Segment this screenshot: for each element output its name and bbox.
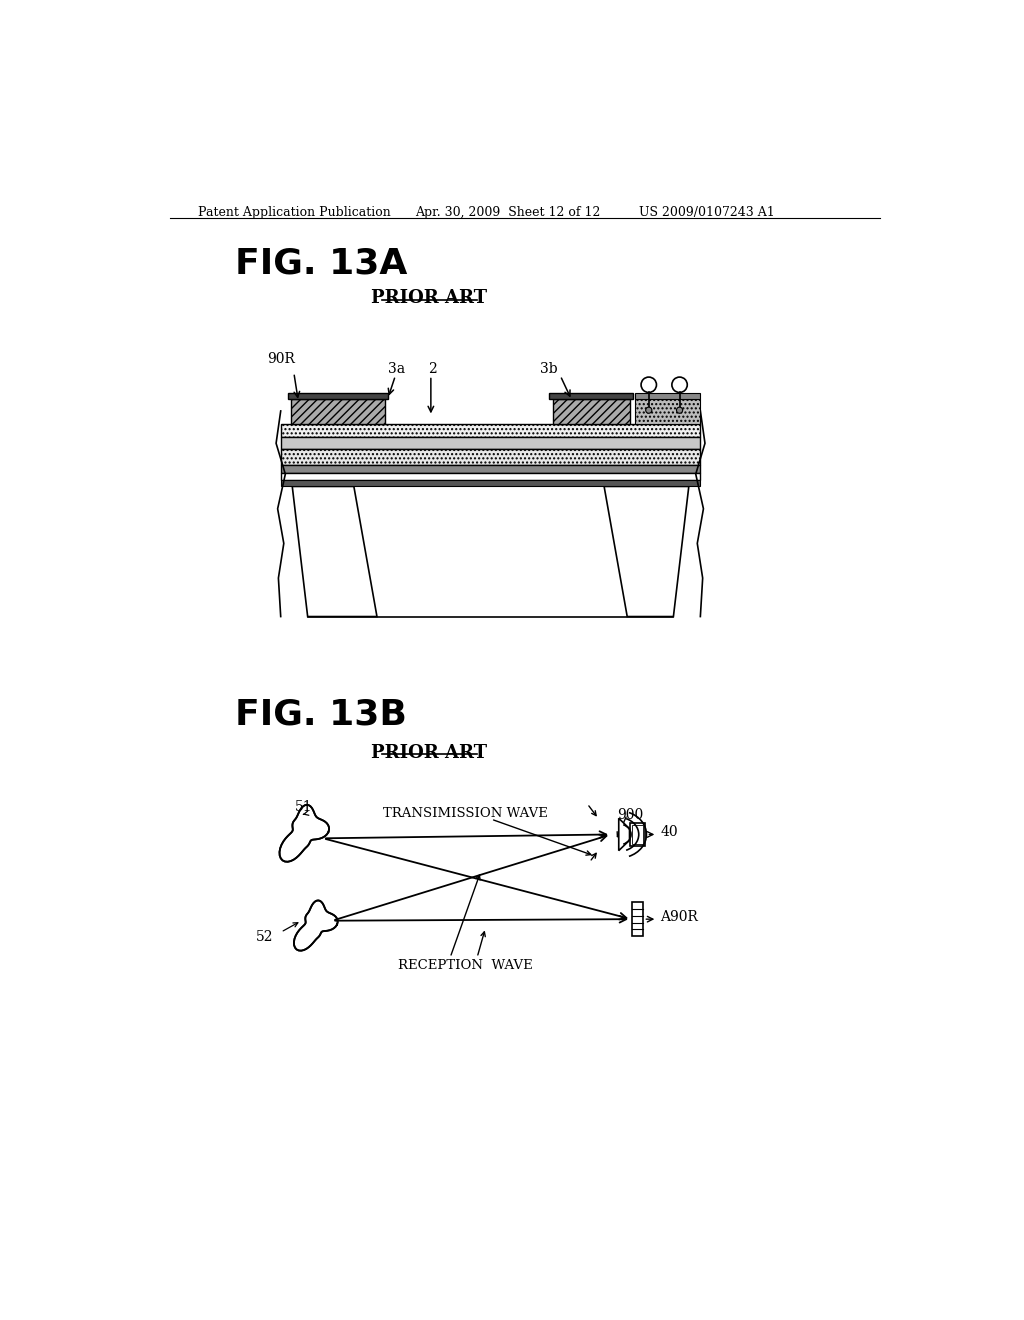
- Polygon shape: [604, 487, 689, 616]
- Bar: [635, 399, 700, 424]
- Text: 2: 2: [428, 362, 437, 376]
- Bar: [632, 825, 643, 843]
- Text: PRIOR ART: PRIOR ART: [372, 289, 487, 308]
- Circle shape: [641, 378, 656, 392]
- Bar: [630, 822, 645, 846]
- Circle shape: [646, 407, 652, 413]
- Text: 3a: 3a: [388, 362, 406, 376]
- Circle shape: [672, 378, 687, 392]
- Circle shape: [677, 407, 683, 413]
- Bar: [632, 903, 643, 936]
- Polygon shape: [292, 487, 377, 616]
- Bar: [281, 480, 700, 487]
- Polygon shape: [618, 818, 630, 850]
- Text: A90R: A90R: [660, 909, 698, 924]
- Text: US 2009/0107243 A1: US 2009/0107243 A1: [639, 206, 774, 219]
- Text: RECEPTION  WAVE: RECEPTION WAVE: [398, 960, 532, 973]
- Bar: [553, 399, 630, 424]
- Text: PRIOR ART: PRIOR ART: [372, 743, 487, 762]
- Polygon shape: [294, 900, 338, 950]
- Text: 900: 900: [617, 808, 643, 822]
- Text: Apr. 30, 2009  Sheet 12 of 12: Apr. 30, 2009 Sheet 12 of 12: [416, 206, 601, 219]
- Bar: [550, 393, 633, 399]
- Bar: [635, 393, 700, 399]
- Bar: [288, 393, 388, 399]
- Text: 51: 51: [295, 800, 312, 814]
- Bar: [281, 473, 700, 480]
- Text: 90R: 90R: [267, 352, 296, 367]
- Bar: [281, 437, 700, 449]
- Bar: [281, 450, 700, 465]
- Text: TRANSIMISSION WAVE: TRANSIMISSION WAVE: [383, 807, 548, 820]
- Text: FIG. 13B: FIG. 13B: [234, 697, 407, 731]
- Bar: [281, 465, 700, 473]
- Text: 52: 52: [256, 929, 273, 944]
- Text: FIG. 13A: FIG. 13A: [234, 247, 407, 281]
- Bar: [291, 399, 385, 424]
- Polygon shape: [280, 805, 329, 862]
- Bar: [281, 424, 700, 437]
- Text: 40: 40: [660, 825, 678, 840]
- Text: 3b: 3b: [540, 362, 557, 376]
- Text: Patent Application Publication: Patent Application Publication: [199, 206, 391, 219]
